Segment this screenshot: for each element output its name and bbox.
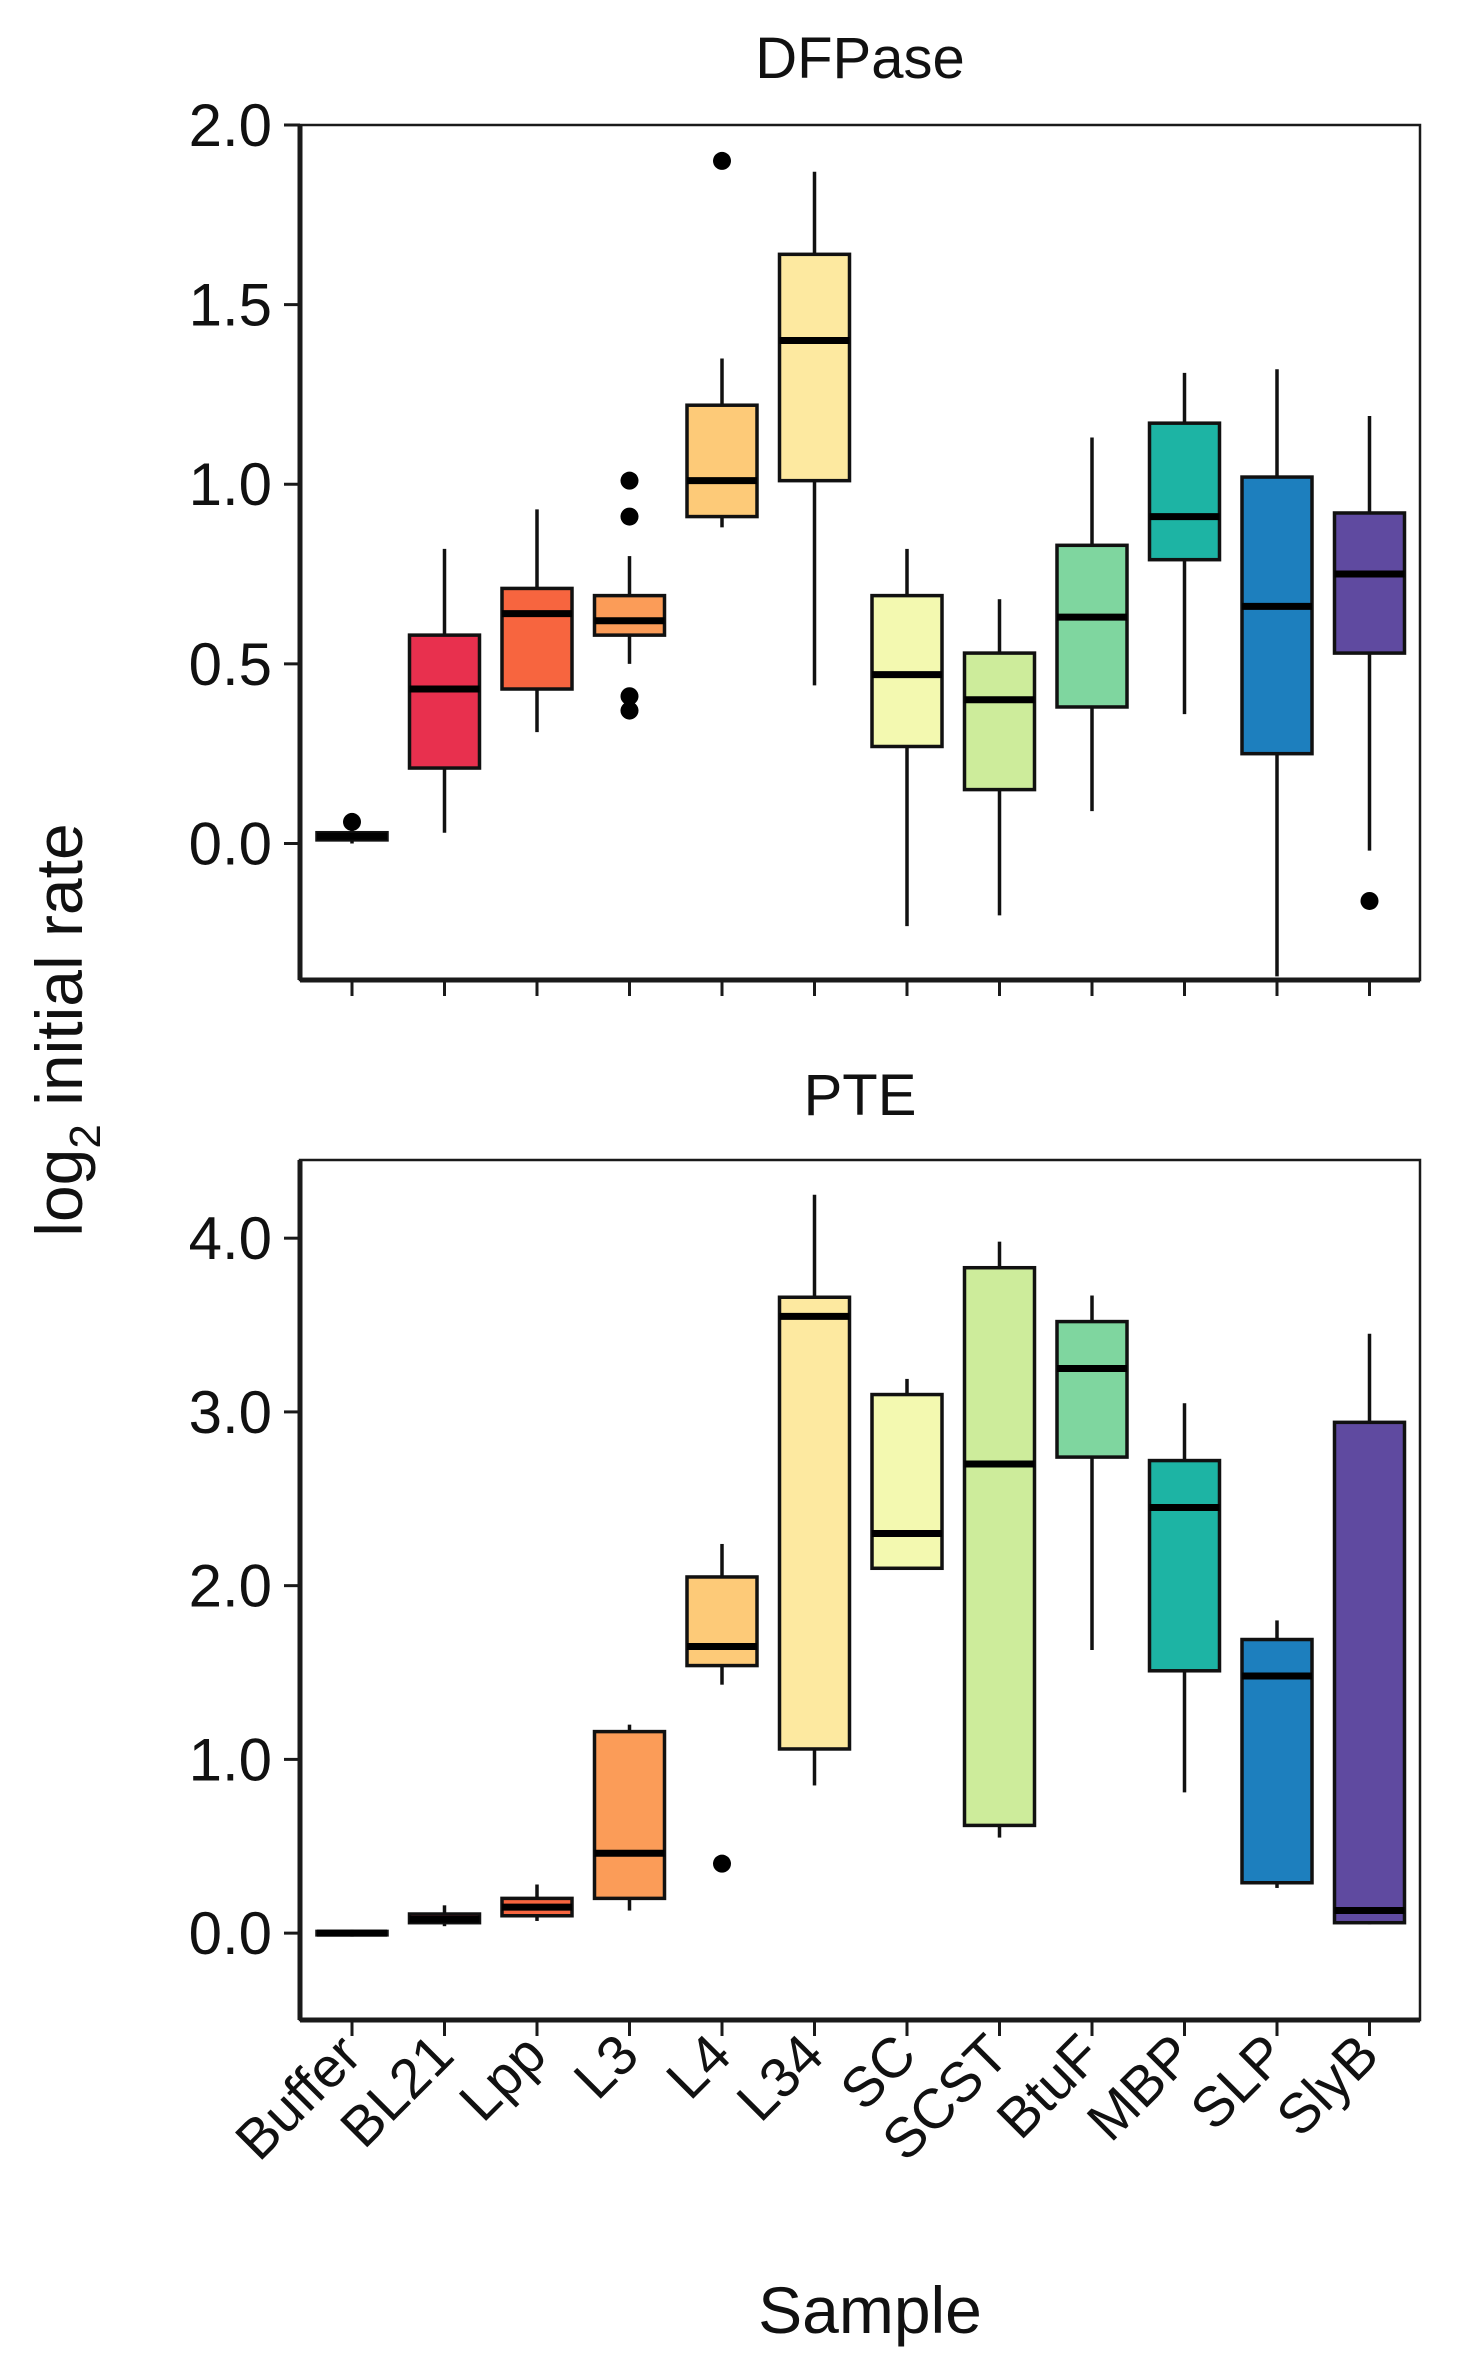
box-lpp <box>500 1884 574 1921</box>
x-category-label: L34 <box>724 2022 835 2133</box>
x-category-label: MBP <box>1075 2022 1205 2152</box>
iqr-box <box>685 1575 759 1668</box>
x-category-label: SLP <box>1178 2022 1297 2141</box>
x-axis-title: Sample <box>758 2273 982 2347</box>
iqr-box <box>962 1265 1037 1828</box>
y-axis-title-subscript: 2 <box>61 1124 110 1148</box>
box-btuf <box>1055 1295 1129 1650</box>
outlier-point <box>343 812 361 831</box>
outlier-point <box>713 1854 731 1873</box>
box-mbp <box>1147 1403 1222 1793</box>
iqr-box <box>1147 421 1222 562</box>
x-category-label: BtuF <box>984 2022 1112 2150</box>
iqr-box <box>592 593 667 637</box>
outlier-point <box>620 701 639 720</box>
panel-title: DFPase <box>755 26 965 91</box>
panel-dfpase: DFPase 0.0 0.5 1.0 1.5 2.0 <box>189 26 1422 996</box>
y-tick-label: 1.0 <box>189 1726 272 1793</box>
y-tick-label: 3.0 <box>189 1379 272 1446</box>
iqr-box <box>1240 475 1314 756</box>
box-l4 <box>685 151 759 528</box>
panel-pte: PTE 0.0 1.0 2.0 3.0 4.0 <box>189 1063 1422 2036</box>
outlier-point <box>1360 891 1379 910</box>
iqr-box <box>685 403 759 519</box>
x-category-label: L3 <box>561 2022 650 2111</box>
box-btuf <box>1055 437 1129 812</box>
box-slp <box>1240 1620 1314 1888</box>
y-tick-label: 0.0 <box>189 1900 272 1967</box>
box-scst <box>962 599 1037 916</box>
box-sc <box>870 548 944 927</box>
box-l34 <box>777 171 852 686</box>
y-axis-title-log: log <box>22 1149 96 1237</box>
box-bl21 <box>407 548 482 833</box>
outlier-point <box>620 507 639 526</box>
iqr-box <box>407 633 482 770</box>
iqr-box <box>870 1392 944 1571</box>
x-category-label: Lpp <box>447 2022 558 2133</box>
iqr-box <box>1055 1319 1129 1459</box>
y-tick-label: 2.0 <box>189 1553 272 1620</box>
iqr-box <box>500 586 574 691</box>
box-slp <box>1240 369 1314 977</box>
box-slyb <box>1332 415 1407 910</box>
y-tick-label: 4.0 <box>189 1205 272 1272</box>
box-slyb <box>1332 1333 1407 1925</box>
box-scst <box>962 1241 1037 1838</box>
box-l34 <box>777 1194 852 1786</box>
iqr-box <box>870 593 944 749</box>
y-tick-label: 2.0 <box>189 92 272 159</box>
y-tick-label: 1.0 <box>189 451 272 518</box>
box-lpp <box>500 509 574 733</box>
box-buffer <box>315 1929 389 1937</box>
iqr-box <box>1147 1458 1222 1673</box>
iqr-box <box>1332 511 1407 655</box>
iqr-box <box>1332 1420 1407 1925</box>
y-tick-label: 1.5 <box>189 272 272 339</box>
y-axis-title-rest: initial rate <box>22 823 96 1124</box>
iqr-box <box>1055 543 1129 709</box>
box-bl21 <box>407 1905 482 1927</box>
y-tick-label: 0.0 <box>189 810 272 877</box>
y-tick-label: 0.5 <box>189 631 272 698</box>
box-l3 <box>592 471 667 720</box>
box-sc <box>870 1378 944 1571</box>
box-mbp <box>1147 372 1222 715</box>
panel-title: PTE <box>804 1063 917 1128</box>
plot-frame <box>298 1158 1422 2022</box>
box-l3 <box>592 1724 667 1911</box>
outlier-point <box>620 471 639 490</box>
y-axis-title: log2 initial rate <box>22 823 110 1236</box>
iqr-box <box>777 1295 852 1751</box>
iqr-box <box>1240 1637 1314 1885</box>
outlier-point <box>713 151 731 170</box>
x-category-label: SlyB <box>1264 2022 1390 2148</box>
iqr-box <box>962 651 1037 792</box>
box-l4 <box>685 1543 759 1873</box>
box-buffer <box>315 812 389 844</box>
iqr-box <box>592 1729 667 1901</box>
iqr-box <box>777 252 852 483</box>
x-category-label: L4 <box>654 2022 743 2111</box>
outlier-point <box>620 687 639 706</box>
